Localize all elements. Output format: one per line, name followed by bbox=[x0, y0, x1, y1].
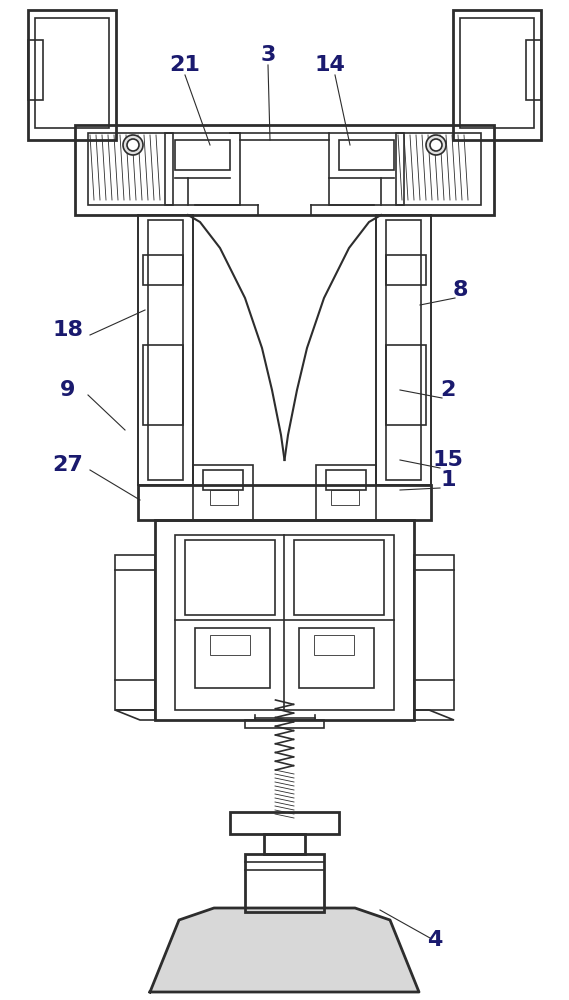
Text: 2: 2 bbox=[440, 380, 456, 400]
Text: 3: 3 bbox=[260, 45, 276, 65]
Text: 21: 21 bbox=[170, 55, 200, 75]
Bar bbox=[88, 133, 173, 205]
Bar bbox=[526, 40, 541, 100]
Bar bbox=[386, 345, 426, 425]
Bar bbox=[264, 834, 305, 854]
Bar bbox=[185, 540, 275, 615]
Bar bbox=[294, 540, 384, 615]
Circle shape bbox=[127, 139, 139, 151]
Bar bbox=[460, 18, 534, 128]
Bar bbox=[230, 812, 339, 834]
Text: 14: 14 bbox=[315, 55, 345, 75]
Bar bbox=[245, 720, 324, 728]
Text: 8: 8 bbox=[452, 280, 468, 300]
Bar bbox=[143, 345, 183, 425]
Bar bbox=[175, 140, 230, 170]
Bar bbox=[414, 555, 454, 710]
Bar bbox=[203, 470, 243, 490]
Bar bbox=[386, 255, 426, 285]
Bar bbox=[376, 215, 431, 485]
Bar bbox=[396, 133, 481, 205]
Bar bbox=[28, 10, 116, 140]
Bar bbox=[148, 220, 183, 480]
Bar bbox=[193, 465, 253, 520]
Bar bbox=[314, 635, 354, 655]
Bar bbox=[331, 490, 359, 505]
Bar bbox=[453, 10, 541, 140]
Bar bbox=[386, 220, 421, 480]
Bar bbox=[28, 40, 43, 100]
Text: 15: 15 bbox=[432, 450, 463, 470]
Bar bbox=[175, 535, 394, 710]
Circle shape bbox=[430, 139, 442, 151]
Circle shape bbox=[426, 135, 446, 155]
Text: 27: 27 bbox=[52, 455, 84, 475]
Text: 1: 1 bbox=[440, 470, 456, 490]
Text: 9: 9 bbox=[60, 380, 76, 400]
Bar bbox=[329, 133, 404, 205]
Text: 18: 18 bbox=[52, 320, 84, 340]
Bar bbox=[316, 465, 376, 520]
Bar bbox=[75, 125, 494, 215]
Bar bbox=[138, 215, 193, 485]
Bar bbox=[326, 470, 366, 490]
Circle shape bbox=[123, 135, 143, 155]
Bar bbox=[138, 485, 431, 520]
Bar bbox=[165, 133, 240, 205]
Bar bbox=[155, 520, 414, 720]
Bar bbox=[339, 140, 394, 170]
Bar bbox=[195, 628, 270, 688]
Bar bbox=[210, 490, 238, 505]
Polygon shape bbox=[150, 908, 419, 992]
Bar bbox=[299, 628, 374, 688]
Bar bbox=[210, 635, 250, 655]
Bar bbox=[143, 255, 183, 285]
Bar bbox=[245, 854, 324, 912]
Text: 4: 4 bbox=[427, 930, 443, 950]
Bar bbox=[115, 555, 155, 710]
Bar bbox=[35, 18, 109, 128]
